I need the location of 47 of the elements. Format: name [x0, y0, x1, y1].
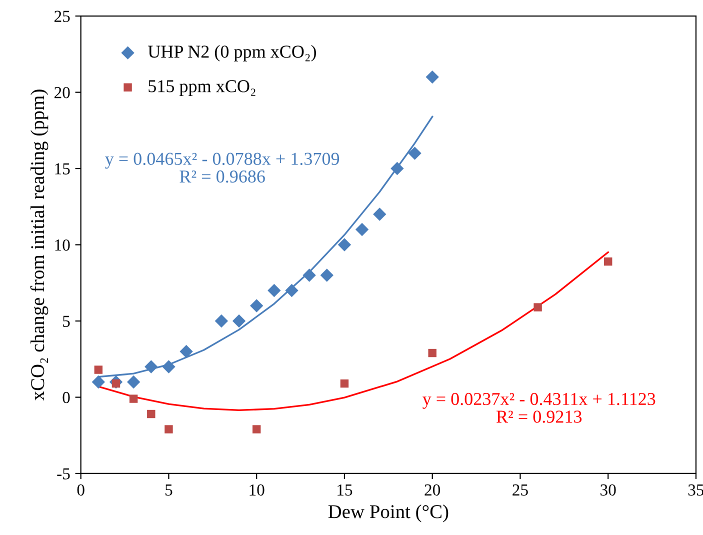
- x-axis-title: Dew Point (°C): [328, 504, 448, 522]
- point: [164, 425, 173, 434]
- point: [129, 394, 138, 403]
- point: [534, 303, 542, 312]
- point: [338, 238, 352, 252]
- point: [92, 375, 106, 389]
- point: [250, 299, 264, 312]
- y-tick-label: 0: [62, 392, 70, 404]
- point: [604, 257, 612, 266]
- point: [252, 425, 261, 434]
- x-tick-label: 20: [424, 484, 440, 496]
- point: [426, 70, 439, 84]
- point: [302, 268, 316, 282]
- point: [94, 366, 103, 374]
- point: [162, 360, 176, 374]
- point: [268, 284, 281, 298]
- y-axis-title: xCO₂ change from initial reading (ppm): [30, 90, 48, 401]
- y-tick-label: 15: [55, 163, 70, 174]
- point: [126, 375, 140, 389]
- point: [180, 344, 193, 358]
- y-tick-label: 10: [55, 239, 70, 251]
- legend-label: 515 ppm xCO₂: [148, 80, 256, 96]
- x-tick-label: 5: [166, 484, 172, 496]
- point: [320, 268, 334, 282]
- point: [147, 410, 156, 418]
- point: [373, 208, 386, 221]
- x-tick-label: 25: [512, 484, 528, 496]
- annotation: y = 0.0237x² - 0.4311x + 1.1123 R² = 0.9213: [422, 392, 656, 423]
- point: [232, 314, 246, 328]
- point: [285, 284, 298, 298]
- y-tick-label: -5: [57, 468, 70, 480]
- point: [428, 348, 436, 358]
- y-tick-label: 20: [54, 86, 70, 98]
- point: [355, 222, 369, 236]
- point: [390, 162, 404, 176]
- annotation: y = 0.0465x² - 0.0788x + 1.3709 R² = 0.9686: [105, 152, 340, 183]
- x-tick-label: 15: [338, 484, 352, 496]
- point: [340, 379, 349, 388]
- x-tick-label: 30: [600, 484, 616, 496]
- legend-label: UHP N2 (0 ppm xCO₂): [148, 45, 316, 62]
- x-tick-label: 10: [250, 484, 264, 496]
- point: [408, 146, 422, 160]
- point: [144, 360, 158, 374]
- y-tick-label: 25: [54, 10, 70, 22]
- point: [214, 314, 228, 328]
- x-tick-label: 0: [77, 484, 84, 496]
- y-tick-label: 5: [63, 316, 70, 327]
